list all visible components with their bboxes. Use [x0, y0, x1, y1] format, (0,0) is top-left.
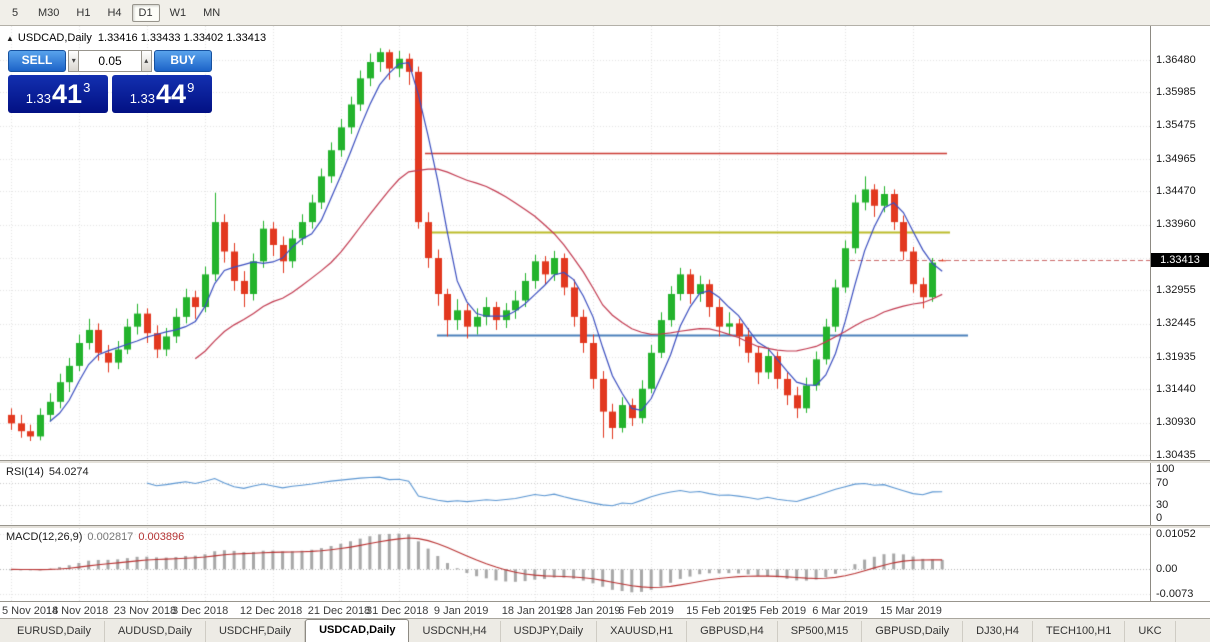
- date-axis-label: 12 Dec 2018: [239, 605, 303, 617]
- price-axis-label: 1.35985: [1156, 85, 1196, 98]
- tab-usdjpy-daily[interactable]: USDJPY,Daily: [501, 621, 598, 642]
- date-axis-label: 28 Jan 2019: [560, 605, 621, 617]
- period-button-w1[interactable]: W1: [169, 6, 187, 19]
- tab-sp500-m15[interactable]: SP500,M15: [778, 621, 863, 642]
- sell-price-display[interactable]: 1.33 41 3: [8, 75, 108, 113]
- sell-price-point: 3: [83, 80, 91, 95]
- buy-price-display[interactable]: 1.33 44 9: [112, 75, 212, 113]
- buy-button[interactable]: BUY: [154, 50, 212, 72]
- date-axis-label: 3 Dec 2018: [172, 605, 229, 617]
- tab-dj30-h4[interactable]: DJ30,H4: [963, 621, 1033, 642]
- panel-splitter[interactable]: [0, 460, 1210, 463]
- price-axis-label: 1.36480: [1156, 53, 1196, 66]
- rsi-axis-label: 0: [1156, 512, 1163, 524]
- date-axis-label: 31 Dec 2018: [366, 605, 429, 617]
- period-button-m30[interactable]: M30: [38, 6, 60, 19]
- date-axis-label: 23 Nov 2018: [113, 605, 177, 617]
- period-button-d1[interactable]: D1: [131, 3, 160, 22]
- sell-button[interactable]: SELL: [8, 50, 66, 72]
- volume-increase-button[interactable]: ▴: [140, 50, 152, 72]
- price-axis-label: 1.30930: [1156, 416, 1196, 429]
- macd-label: MACD(12,26,9) 0.002817 0.003896: [6, 531, 185, 543]
- price-axis-label: 1.35475: [1156, 119, 1196, 132]
- period-button-5[interactable]: 5: [11, 6, 19, 19]
- tab-ukc[interactable]: UKC: [1125, 621, 1176, 642]
- price-axis-label: 1.30435: [1156, 448, 1196, 460]
- oneclick-collapse-icon[interactable]: ▲: [6, 34, 14, 43]
- current-price-tag: 1.33413: [1151, 253, 1209, 268]
- period-button-h1[interactable]: H1: [76, 6, 91, 19]
- date-axis-label: 6 Mar 2019: [812, 605, 868, 617]
- date-axis-label: 6 Feb 2019: [618, 605, 674, 617]
- sell-price-prefix: 1.33: [25, 91, 52, 106]
- macd-panel: MACD(12,26,9) 0.002817 0.003896 0.01052 0.0…: [0, 528, 1210, 601]
- date-axis-label: 25 Feb 2019: [744, 605, 807, 617]
- rsi-axis-label: 30: [1156, 498, 1169, 511]
- date-axis-label: 9 Jan 2019: [433, 605, 489, 617]
- macd-axis-label: 0.00: [1156, 563, 1178, 576]
- main-chart-panel: ▲ USDCAD,Daily 1.33416 1.33433 1.33402 1.3…: [0, 26, 1210, 460]
- tab-tech100-h1[interactable]: TECH100,H1: [1033, 621, 1126, 642]
- date-axis-label: 18 Jan 2019: [501, 605, 563, 617]
- tab-usdcnh-h4[interactable]: USDCNH,H4: [409, 621, 501, 642]
- rsi-value: 54.0274: [48, 466, 89, 478]
- volume-input[interactable]: [79, 50, 141, 72]
- rsi-axis[interactable]: 100 70 30 0: [1150, 463, 1210, 525]
- date-axis[interactable]: 5 Nov 2018 14 Nov 2018 23 Nov 2018 3 Dec 20…: [0, 601, 1210, 618]
- period-toolbar: 5 M30 H1 H4 D1 W1 MN: [0, 0, 1210, 26]
- macd-axis-label: 0.01052: [1156, 528, 1196, 541]
- macd-axis-label: -0.0073: [1156, 587, 1194, 600]
- tab-gbpusd-h4[interactable]: GBPUSD,H4: [687, 621, 778, 642]
- tab-usdcad-daily[interactable]: USDCAD,Daily: [305, 619, 410, 642]
- tab-gbpusd-daily[interactable]: GBPUSD,Daily: [862, 621, 964, 642]
- sell-price-pips: 41: [52, 78, 83, 109]
- buy-price-point: 9: [187, 80, 195, 95]
- period-button-h4[interactable]: H4: [107, 6, 122, 19]
- date-axis-label: 15 Feb 2019: [686, 605, 748, 617]
- price-axis[interactable]: 1.36480 1.35985 1.35475 1.34965 1.34470 1.339…: [1150, 26, 1210, 460]
- tab-audusd-daily[interactable]: AUDUSD,Daily: [105, 621, 206, 642]
- chart-symbol-label: USDCAD,Daily: [17, 32, 92, 44]
- chart-window: ▲ USDCAD,Daily 1.33416 1.33433 1.33402 1.3…: [0, 26, 1210, 618]
- panel-splitter[interactable]: [0, 525, 1210, 528]
- macd-canvas[interactable]: [0, 528, 1150, 601]
- price-axis-label: 1.31440: [1156, 382, 1196, 395]
- volume-decrease-button[interactable]: ▾: [68, 50, 80, 72]
- tab-xauusd-h1[interactable]: XAUUSD,H1: [597, 621, 688, 642]
- tab-usdchf-daily[interactable]: USDCHF,Daily: [206, 621, 306, 642]
- price-axis-label: 1.31935: [1156, 350, 1196, 363]
- macd-axis[interactable]: 0.01052 0.00 -0.0073: [1150, 528, 1210, 601]
- period-button-mn[interactable]: MN: [203, 6, 221, 19]
- one-click-trading-panel: SELL ▾ ▴ BUY 1.33 41 3 1.33 44 9: [8, 50, 212, 113]
- macd-signal-value: 0.003896: [138, 531, 185, 543]
- rsi-canvas[interactable]: [0, 463, 1150, 525]
- chart-tab-bar: EURUSD,Daily AUDUSD,Daily USDCHF,Daily USDC…: [0, 618, 1210, 642]
- macd-main-value: 0.002817: [87, 531, 134, 543]
- rsi-axis-label: 70: [1156, 477, 1169, 490]
- price-axis-label: 1.34965: [1156, 152, 1196, 165]
- buy-price-pips: 44: [156, 78, 187, 109]
- buy-price-prefix: 1.33: [129, 91, 156, 106]
- date-axis-label: 21 Dec 2018: [307, 605, 371, 617]
- date-axis-label: 15 Mar 2019: [880, 605, 942, 617]
- price-axis-label: 1.32955: [1156, 283, 1196, 296]
- rsi-label: RSI(14) 54.0274: [6, 466, 89, 478]
- price-axis-label: 1.34470: [1156, 184, 1196, 197]
- date-axis-label: 5 Nov 2018: [2, 605, 59, 617]
- price-axis-label: 1.33960: [1156, 218, 1196, 231]
- date-axis-label: 14 Nov 2018: [45, 605, 109, 617]
- chart-title: ▲ USDCAD,Daily 1.33416 1.33433 1.33402 1.3…: [6, 32, 266, 44]
- tab-eurusd-daily[interactable]: EURUSD,Daily: [4, 621, 105, 642]
- price-axis-label: 1.32445: [1156, 317, 1196, 330]
- chart-ohlc-values: 1.33416 1.33433 1.33402 1.33413: [97, 32, 267, 44]
- rsi-axis-label: 100: [1156, 463, 1175, 475]
- rsi-panel: RSI(14) 54.0274 100 70 30 0: [0, 463, 1210, 525]
